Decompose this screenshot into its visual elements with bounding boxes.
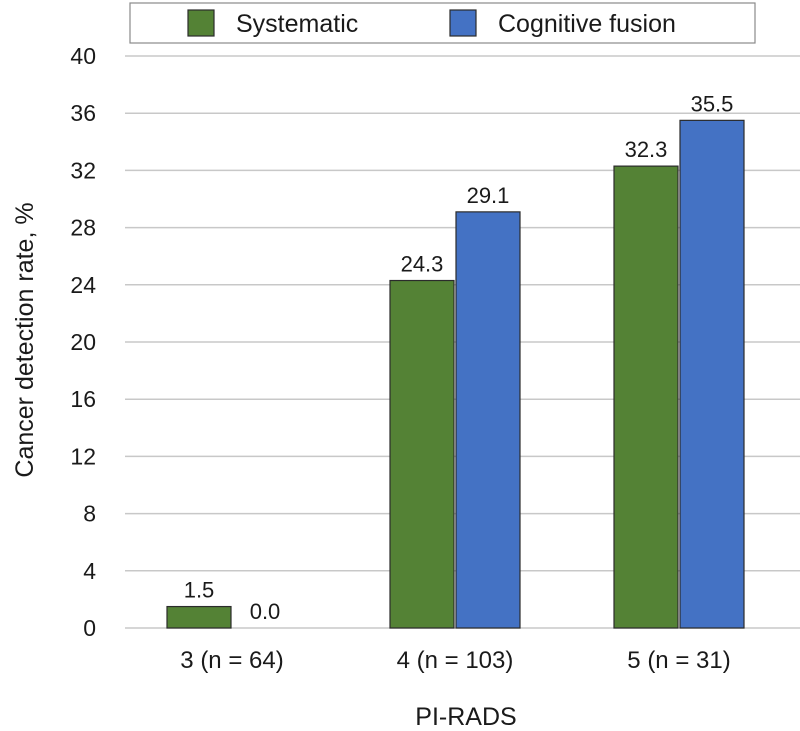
bar-cognitive-fusion [679,119,745,629]
y-tick-label: 32 [70,157,96,183]
data-labels: 1.5 24.3 32.3 0.0 29.1 35.5 [184,91,734,624]
y-tick-label: 20 [70,329,96,355]
y-tick-label: 12 [70,443,96,469]
x-axis-ticks: 3 (n = 64) 4 (n = 103) 5 (n = 31) [180,647,730,674]
y-tick-label: 16 [70,386,96,412]
y-tick-label: 28 [70,215,96,241]
bars [166,119,745,629]
y-tick-label: 36 [70,100,96,126]
legend-box [129,2,756,44]
data-label: 35.5 [691,91,734,116]
legend-label-cognitive-fusion: Cognitive fusion [498,10,676,38]
legend-label-systematic: Systematic [236,10,358,38]
data-label: 29.1 [467,183,510,208]
x-tick-label: 3 (n = 64) [180,647,283,674]
data-label: 24.3 [401,252,444,277]
y-tick-label: 24 [70,272,96,298]
legend-swatch-cognitive-fusion [449,9,477,37]
y-tick-label: 40 [70,43,96,69]
data-label: 32.3 [625,137,668,162]
bar-cognitive-fusion [455,211,521,629]
y-tick-label: 8 [83,501,96,527]
data-label: 0.0 [250,599,281,624]
x-tick-label: 4 (n = 103) [397,647,514,674]
legend-swatch-systematic [187,9,215,37]
x-tick-label: 5 (n = 31) [627,647,730,674]
x-axis-title: PI-RADS [415,703,516,731]
bar-systematic [613,165,679,629]
y-axis-title: Cancer detection rate, % [11,202,39,477]
bar-systematic [166,605,232,629]
bar-systematic [389,279,455,629]
legend: Systematic Cognitive fusion [129,2,756,44]
y-axis-ticks: 0 4 8 12 16 20 24 28 32 36 40 [70,43,96,641]
y-tick-label: 4 [83,558,96,584]
y-tick-label: 0 [83,615,96,641]
data-label: 1.5 [184,578,215,603]
